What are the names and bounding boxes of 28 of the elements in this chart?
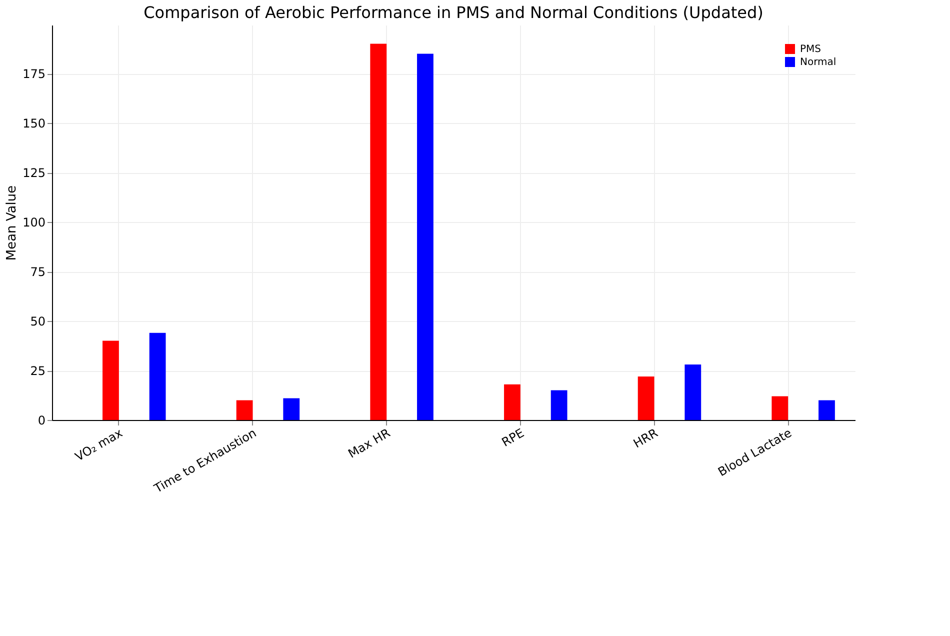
bar xyxy=(370,44,387,420)
y-tick-label: 100 xyxy=(22,216,46,230)
bar xyxy=(149,332,166,420)
bar xyxy=(417,54,434,420)
y-tick-label: 0 xyxy=(38,414,46,428)
bar xyxy=(818,400,835,420)
x-tick-label: VO₂ max xyxy=(72,426,125,464)
bar xyxy=(102,340,119,420)
x-tick-label: Max HR xyxy=(346,426,393,461)
y-tick-label: 50 xyxy=(30,314,46,329)
y-tick-label: 25 xyxy=(30,364,46,378)
legend-label: PMS xyxy=(800,44,822,55)
x-tick-label: HRR xyxy=(630,426,660,451)
bar xyxy=(550,390,568,420)
legend-label: Normal xyxy=(800,57,836,68)
bar xyxy=(236,400,253,420)
bar xyxy=(772,396,788,420)
y-tick-label: 125 xyxy=(22,166,46,180)
y-tick-label: 175 xyxy=(22,67,46,82)
x-tick-label: RPE xyxy=(499,426,526,450)
bar xyxy=(283,398,300,420)
y-tick-label: 75 xyxy=(30,265,46,280)
bar xyxy=(504,384,520,420)
y-tick-label: 150 xyxy=(22,116,46,131)
chart-title: Comparison of Aerobic Performance in PMS and Normal Conditions (Updated) xyxy=(144,3,764,22)
bar xyxy=(684,364,702,420)
bar xyxy=(638,376,654,420)
y-axis-title: Mean Value xyxy=(4,185,20,261)
